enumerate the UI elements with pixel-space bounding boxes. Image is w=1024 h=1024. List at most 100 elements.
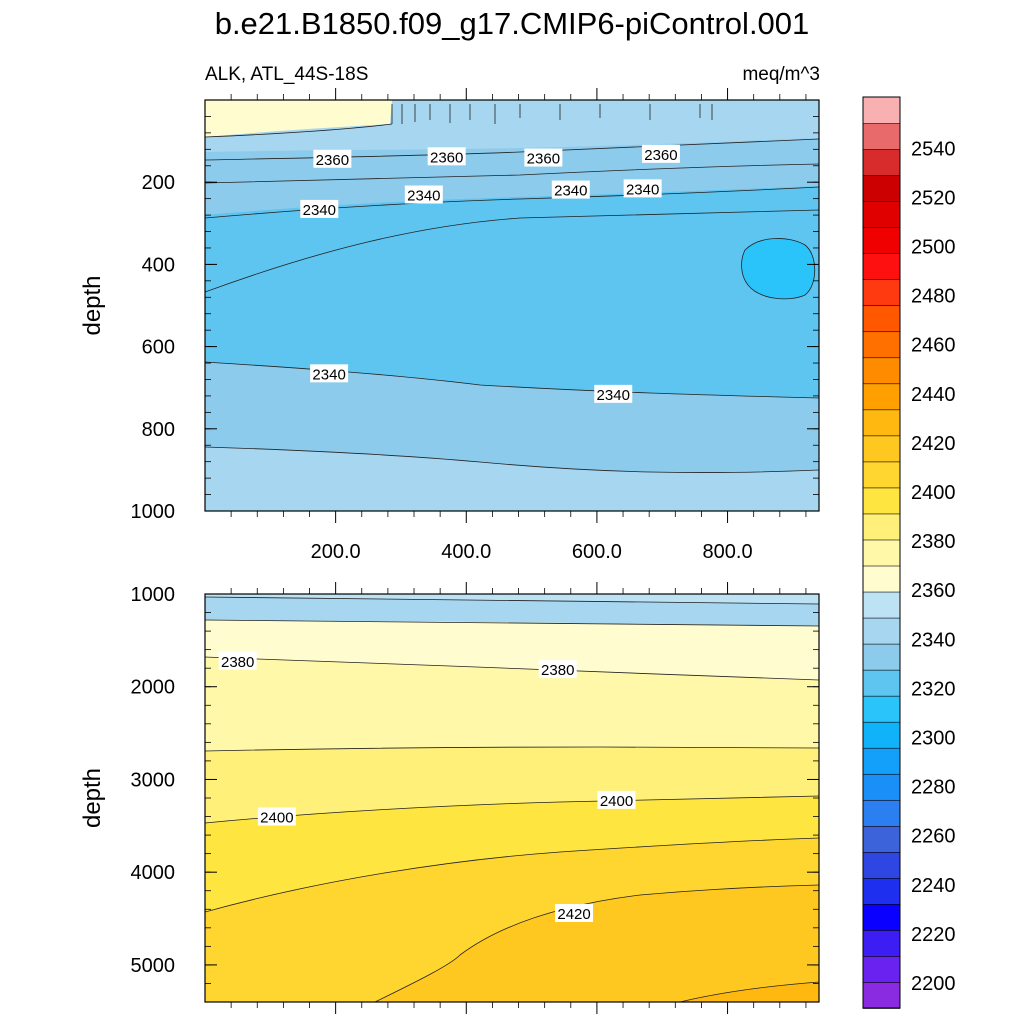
contour-label-text: 2340	[303, 202, 336, 219]
colorbar-swatch	[862, 825, 901, 853]
colorbar-swatch	[862, 383, 901, 411]
colorbar-swatch	[862, 304, 901, 333]
colorbar-label: 2520	[911, 187, 956, 209]
contour-label: 2360	[427, 147, 466, 166]
contour-label: 2340	[623, 179, 662, 198]
contour-label-text: 2380	[541, 662, 574, 679]
colorbar-label: 2380	[911, 531, 956, 553]
colorbar-label: 2460	[911, 335, 956, 357]
colorbar-swatch	[862, 747, 901, 775]
upper-frame	[204, 99, 820, 512]
contour-label: 2360	[641, 144, 680, 164]
upper-band-2370	[205, 100, 392, 137]
colorbar-swatch	[862, 851, 901, 879]
colorbar-label: 2260	[911, 826, 956, 848]
colorbar-swatch	[862, 200, 901, 228]
colorbar-swatch	[862, 929, 901, 957]
x-tick-label: 200.0	[311, 541, 361, 563]
contour-label: 2380	[218, 651, 257, 671]
colorbar-swatch	[862, 487, 901, 515]
colorbar-swatch	[862, 461, 901, 489]
y-tick-label: 1000	[131, 584, 176, 606]
colorbar-label: 2540	[911, 138, 956, 160]
colorbar-swatch	[862, 148, 901, 176]
contour-label-text: 2340	[554, 183, 587, 200]
colorbar-swatch	[862, 617, 901, 645]
upper-panel	[205, 100, 819, 511]
contour-label-text: 2340	[597, 387, 630, 404]
contour-labels-layer: 2360 2360 2360 2360 2340 2340 2340 2340 2340 2340…	[218, 144, 680, 923]
colorbar-frame	[862, 96, 901, 1009]
colorbar-swatch	[862, 513, 901, 541]
colorbar-swatch	[862, 773, 901, 801]
contour-label: 2360	[313, 149, 352, 169]
colorbar-swatch	[862, 721, 901, 749]
colorbar-label: 2500	[911, 237, 956, 259]
contour-label: 2420	[555, 903, 594, 923]
colorbar-label: 2300	[911, 728, 956, 750]
colorbar-label: 2220	[911, 924, 956, 946]
axes-layer: 200 400 600 800 1000 depth 200.0 400.0 600.0 800.…	[79, 88, 819, 1014]
contour-label: 2400	[257, 807, 296, 827]
colorbar-swatch	[862, 226, 901, 254]
contour-label: 2340	[310, 364, 349, 383]
chart-title: b.e21.B1850.f09_g17.CMIP6-piControl.001	[214, 6, 810, 41]
x-tick-label: 800.0	[703, 541, 753, 563]
upper-patch-2320	[741, 238, 815, 299]
contour-label: 2380	[538, 660, 577, 679]
colorbar-swatch	[862, 877, 901, 905]
y-tick-label: 200	[142, 172, 175, 194]
upper-band-2340	[205, 186, 819, 398]
colorbar-swatch	[862, 122, 901, 150]
contour-label: 2340	[551, 180, 590, 200]
colorbar-label: 2340	[911, 629, 956, 651]
lower-band-2370	[205, 594, 819, 604]
contour-label-text: 2420	[557, 906, 590, 923]
colorbar-label: 2480	[911, 286, 956, 308]
contour-label: 2360	[524, 148, 563, 168]
contour-label-text: 2340	[407, 188, 440, 205]
contour-label-text: 2400	[600, 793, 633, 810]
contour-label-text: 2360	[527, 151, 560, 168]
contour-label: 2340	[300, 199, 339, 219]
lower-band-2430	[680, 982, 819, 1002]
contour-label-text: 2400	[260, 810, 293, 827]
colorbar-label: 2360	[911, 580, 956, 602]
colorbar-swatch	[862, 695, 901, 723]
y-tick-label: 5000	[131, 955, 176, 977]
contour-label-text: 2340	[312, 366, 345, 383]
units-label: meq/m^3	[742, 64, 820, 85]
colorbar-swatch	[862, 409, 901, 437]
colorbar-swatch	[862, 356, 901, 385]
contour-label-text: 2360	[430, 149, 463, 166]
colorbar-swatch	[862, 955, 901, 983]
y-tick-label: 3000	[131, 769, 176, 791]
colorbar-swatch	[862, 435, 901, 463]
colorbar-swatch	[862, 981, 901, 1009]
colorbar: 2200 2220 2240 2260 2280 2300 2320 2340 2360 2380…	[862, 96, 956, 1009]
variable-region-label: ALK, ATL_44S-18S	[205, 64, 369, 85]
lower-band-2380	[205, 620, 819, 680]
y-axis-label: depth	[79, 275, 106, 335]
lower-band-2420	[375, 885, 819, 1002]
colorbar-label: 2440	[911, 384, 956, 406]
colorbar-swatch	[862, 643, 901, 671]
contour-label-text: 2360	[316, 152, 349, 169]
colorbar-label: 2280	[911, 777, 956, 799]
colorbar-swatch	[862, 96, 901, 124]
colorbar-swatch	[862, 174, 901, 202]
y-tick-label: 1000	[131, 501, 176, 523]
colorbar-swatch	[862, 278, 901, 307]
contour-label: 2340	[404, 185, 443, 205]
colorbar-swatch	[862, 903, 901, 931]
contour-label-text: 2340	[626, 181, 659, 198]
contour-label-text: 2380	[221, 654, 254, 671]
colorbar-label: 2400	[911, 482, 956, 504]
y-tick-label: 4000	[131, 862, 176, 884]
colorbar-swatch	[862, 565, 901, 593]
colorbar-swatch	[862, 330, 901, 359]
y-tick-label: 2000	[131, 677, 176, 699]
contour-label-text: 2360	[644, 147, 677, 164]
contour-label: 2400	[597, 790, 636, 810]
